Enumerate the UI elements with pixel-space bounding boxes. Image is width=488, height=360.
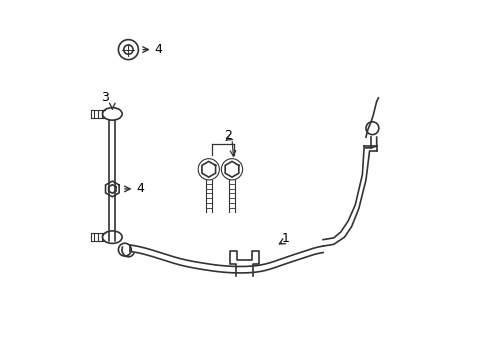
Text: 4: 4: [136, 183, 144, 195]
Text: 2: 2: [224, 129, 232, 142]
Text: 3: 3: [101, 91, 109, 104]
Text: 1: 1: [281, 233, 289, 246]
Text: 4: 4: [155, 43, 163, 56]
